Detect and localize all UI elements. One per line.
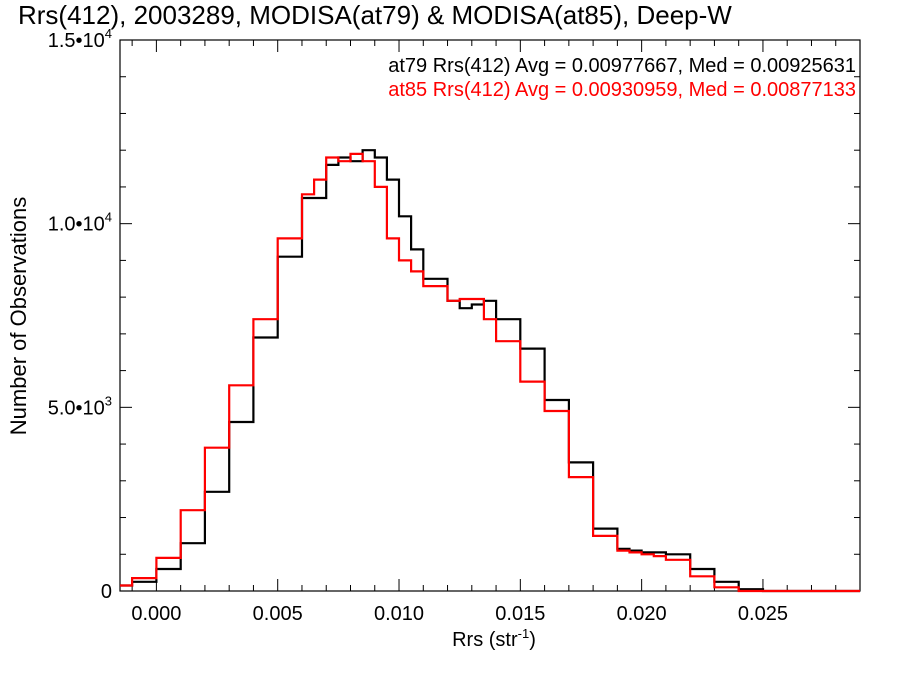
x-axis-ticks: 0.000 0.005 0.010 0.015 0.020 0.025 xyxy=(131,40,861,625)
x-tick-label: 0.015 xyxy=(495,603,545,625)
y-axis-label: Number of Observations xyxy=(6,197,31,435)
x-tick-label: 0.000 xyxy=(131,603,181,625)
x-tick-label: 0.020 xyxy=(617,603,667,625)
y-tick-label: 1.5•104 xyxy=(48,26,112,52)
series-layer xyxy=(120,149,860,593)
legend-entry-at85: at85 Rrs(412) Avg = 0.00930959, Med = 0.… xyxy=(388,79,856,101)
chart-title: Rrs(412), 2003289, MODISA(at79) & MODISA… xyxy=(18,0,732,30)
y-tick-label: 1.0•104 xyxy=(48,210,112,236)
y-tick-label: 0 xyxy=(101,581,112,603)
y-axis-ticks: 0 5.0•103 1.0•104 1.5•104 xyxy=(48,26,860,603)
plot-area: 0.000 0.005 0.010 0.015 0.020 0.025 0 5.0•103 1… xyxy=(48,26,861,625)
y-tick-label: 5.0•103 xyxy=(48,393,112,419)
x-axis-label: Rrs (str-1) xyxy=(452,626,536,651)
legend-entry-at79: at79 Rrs(412) Avg = 0.00977667, Med = 0.… xyxy=(388,55,856,77)
series-line-at79 xyxy=(120,149,860,593)
x-tick-label: 0.010 xyxy=(374,603,424,625)
plot-frame xyxy=(119,39,861,592)
x-tick-label: 0.005 xyxy=(253,603,303,625)
x-tick-label: 0.025 xyxy=(738,603,788,625)
series-line-at85 xyxy=(120,152,860,593)
